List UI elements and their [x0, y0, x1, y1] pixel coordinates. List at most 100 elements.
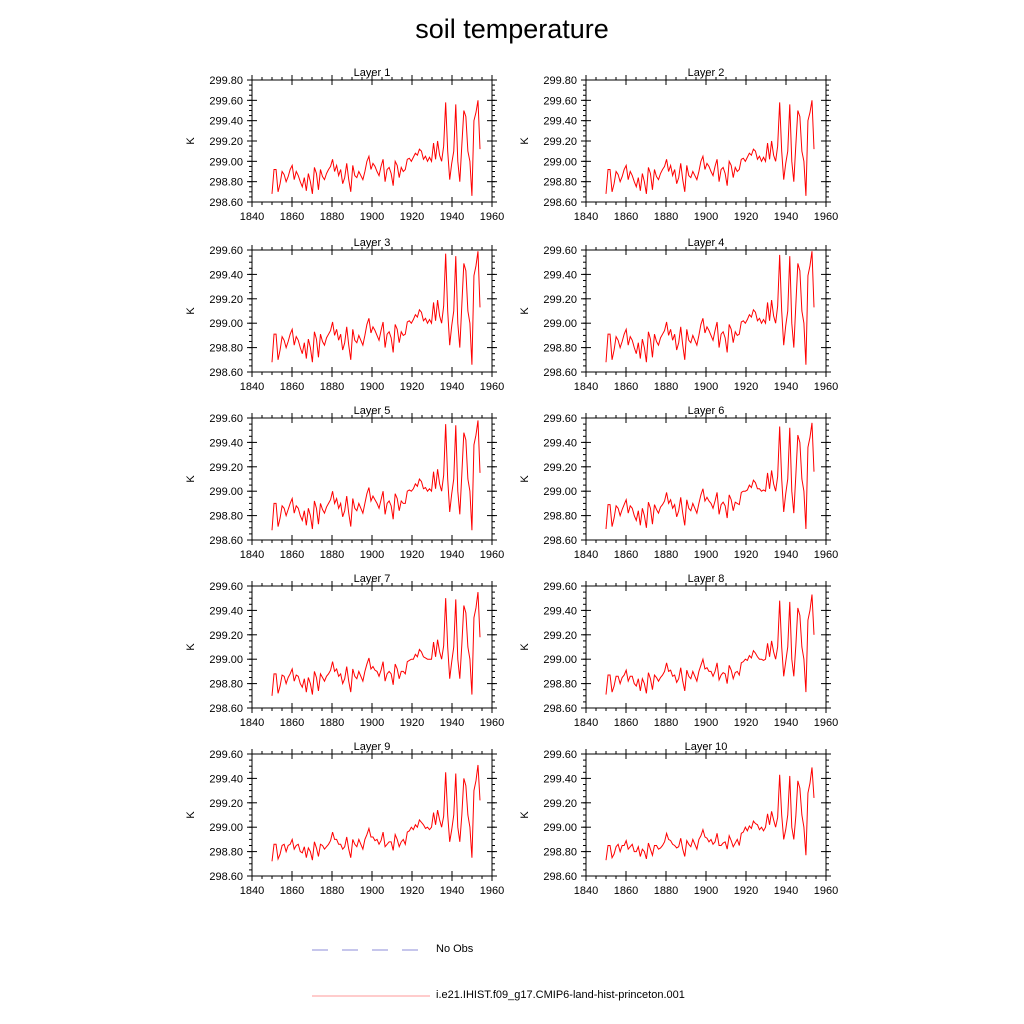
y-tick-label: 299.40 — [209, 773, 243, 785]
x-tick-label: 1940 — [440, 885, 464, 897]
y-tick-label: 299.00 — [209, 822, 243, 834]
y-tick-label: 299.40 — [543, 773, 577, 785]
x-tick-label: 1840 — [574, 717, 598, 729]
x-tick-label: 1940 — [440, 717, 464, 729]
x-tick-label: 1960 — [480, 381, 504, 393]
y-tick-label: 299.40 — [209, 605, 243, 617]
x-tick-label: 1900 — [694, 717, 718, 729]
x-tick-label: 1960 — [814, 717, 838, 729]
y-tick-label: 299.00 — [543, 654, 577, 666]
x-tick-label: 1840 — [574, 549, 598, 561]
y-tick-label: 299.20 — [209, 136, 243, 148]
x-tick-label: 1840 — [240, 381, 264, 393]
x-tick-label: 1900 — [694, 381, 718, 393]
x-tick-label: 1920 — [400, 211, 424, 223]
page-title: soil temperature — [415, 14, 609, 44]
panel-title: Layer 1 — [354, 67, 391, 79]
y-axis-label: K — [185, 643, 197, 651]
x-tick-label: 1900 — [360, 549, 384, 561]
x-tick-label: 1920 — [734, 549, 758, 561]
panel-layer-2: Layer 2 K 298.60 298.80 299.00 299.20 299.40 29… — [519, 67, 838, 223]
x-tick-label: 1920 — [400, 717, 424, 729]
x-tick-label: 1860 — [280, 211, 304, 223]
y-tick-label: 298.80 — [543, 177, 577, 189]
y-tick-label: 299.40 — [209, 269, 243, 281]
plot-frame — [585, 753, 827, 877]
x-tick-label: 1920 — [400, 885, 424, 897]
y-tick-label: 299.20 — [543, 294, 577, 306]
y-tick-label: 298.60 — [543, 535, 577, 547]
x-tick-label: 1880 — [320, 549, 344, 561]
y-tick-label: 299.20 — [543, 462, 577, 474]
x-tick-label: 1940 — [774, 885, 798, 897]
x-tick-label: 1860 — [280, 885, 304, 897]
x-tick-label: 1840 — [240, 549, 264, 561]
series-line — [605, 100, 815, 196]
y-tick-label: 298.60 — [209, 871, 243, 883]
panel-title: Layer 4 — [688, 237, 725, 249]
y-tick-label: 299.60 — [543, 581, 577, 593]
x-tick-label: 1860 — [614, 885, 638, 897]
x-tick-label: 1880 — [320, 381, 344, 393]
x-tick-label: 1960 — [814, 885, 838, 897]
y-tick-label: 299.00 — [209, 318, 243, 330]
x-tick-label: 1860 — [614, 211, 638, 223]
x-tick-label: 1880 — [654, 549, 678, 561]
y-tick-label: 299.40 — [209, 437, 243, 449]
y-tick-label: 299.00 — [209, 486, 243, 498]
x-tick-label: 1900 — [360, 381, 384, 393]
x-tick-label: 1900 — [360, 717, 384, 729]
y-tick-label: 299.40 — [543, 437, 577, 449]
y-tick-label: 298.80 — [209, 511, 243, 523]
y-tick-label: 299.20 — [209, 294, 243, 306]
y-tick-label: 299.60 — [209, 413, 243, 425]
y-tick-label: 299.00 — [543, 156, 577, 168]
y-tick-label: 298.80 — [543, 343, 577, 355]
panel-title: Layer 6 — [688, 405, 725, 417]
x-tick-label: 1880 — [654, 885, 678, 897]
y-tick-label: 299.20 — [543, 136, 577, 148]
y-tick-label: 298.80 — [543, 511, 577, 523]
x-tick-label: 1880 — [654, 717, 678, 729]
y-axis-label: K — [185, 811, 197, 819]
y-axis-label: K — [519, 643, 531, 651]
panel-layer-6: Layer 6 K 298.60 298.80 299.00 299.20 299.40 29… — [519, 405, 838, 561]
y-tick-label: 298.80 — [209, 847, 243, 859]
x-tick-label: 1840 — [240, 885, 264, 897]
legend-no-obs-label: No Obs — [436, 943, 474, 955]
panel-layer-10: Layer 10 K 298.60 298.80 299.00 299.20 299.40 2… — [519, 741, 838, 897]
series-line — [271, 100, 481, 196]
x-tick-label: 1940 — [774, 381, 798, 393]
x-tick-label: 1860 — [280, 549, 304, 561]
panel-layer-4: Layer 4 K 298.60 298.80 299.00 299.20 299.40 29… — [519, 237, 838, 393]
panel-title: Layer 2 — [688, 67, 725, 79]
y-tick-label: 298.80 — [543, 679, 577, 691]
y-tick-label: 298.80 — [209, 343, 243, 355]
series-line — [271, 592, 481, 696]
x-tick-label: 1880 — [654, 381, 678, 393]
x-tick-label: 1960 — [814, 381, 838, 393]
x-tick-label: 1940 — [440, 381, 464, 393]
series-line — [605, 767, 815, 861]
panel-layer-7: Layer 7 K 298.60 298.80 299.00 299.20 299.40 29… — [185, 573, 504, 729]
y-tick-label: 299.00 — [543, 822, 577, 834]
y-tick-label: 299.60 — [543, 245, 577, 257]
y-tick-label: 298.60 — [543, 703, 577, 715]
legend-no-obs: No Obs — [312, 942, 612, 958]
y-axis-label: K — [519, 137, 531, 145]
y-axis-label: K — [519, 811, 531, 819]
y-tick-label: 299.60 — [209, 749, 243, 761]
x-tick-label: 1960 — [480, 211, 504, 223]
x-tick-label: 1920 — [734, 211, 758, 223]
panel-title: Layer 10 — [685, 741, 728, 753]
x-tick-label: 1920 — [400, 549, 424, 561]
y-tick-label: 298.60 — [543, 197, 577, 209]
panel-title: Layer 7 — [354, 573, 391, 585]
y-axis-label: K — [185, 137, 197, 145]
y-tick-label: 299.80 — [543, 75, 577, 87]
plot-frame — [585, 79, 827, 203]
y-tick-label: 298.80 — [543, 847, 577, 859]
y-tick-label: 299.60 — [209, 581, 243, 593]
x-tick-label: 1960 — [814, 549, 838, 561]
x-tick-label: 1940 — [774, 549, 798, 561]
